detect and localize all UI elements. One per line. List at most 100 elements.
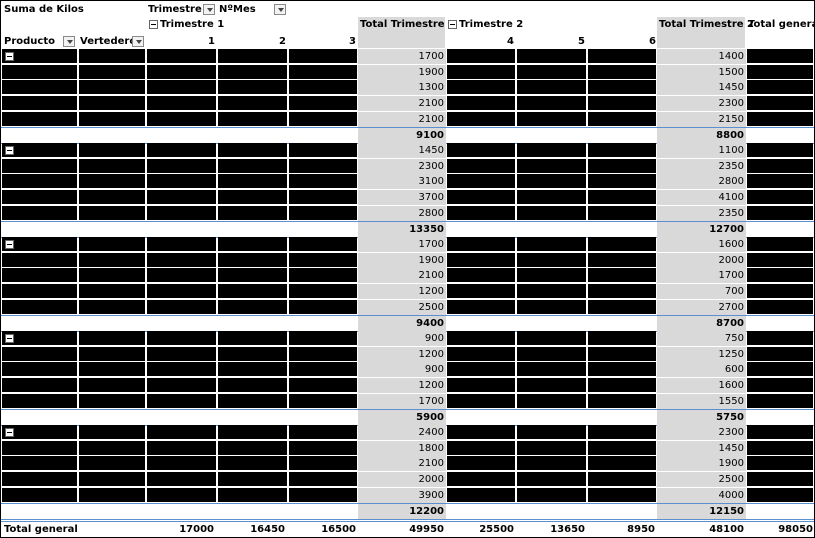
redacted-cell xyxy=(147,283,216,298)
total-q1-cell: 1700 xyxy=(358,49,446,64)
subtotal-row: 5900 5750 xyxy=(1,410,814,426)
total-q2-cell: 1450 xyxy=(657,440,746,456)
redacted-cell xyxy=(588,205,656,220)
redacted-cell xyxy=(2,299,77,314)
redacted-cell xyxy=(147,111,216,126)
nmes-filter-button[interactable] xyxy=(274,4,286,15)
redacted-cell xyxy=(747,471,813,486)
total-q2-header: Total Trimestre 2 xyxy=(659,19,754,30)
redacted-cell xyxy=(79,456,145,471)
redacted-cell xyxy=(147,189,216,204)
total-q2-cell: 2300 xyxy=(657,95,746,111)
redacted-cell xyxy=(447,393,515,408)
subtotal-divider xyxy=(1,315,814,317)
redacted-cell xyxy=(588,377,656,392)
redacted-cell xyxy=(2,487,77,502)
total-q1-cell: 1700 xyxy=(358,393,446,409)
subtotal-q1-cell: 9400 xyxy=(358,316,446,332)
redacted-cell xyxy=(289,237,357,251)
redacted-cell xyxy=(517,237,586,251)
subtotal-row: 9100 8800 xyxy=(1,128,814,144)
redacted-cell xyxy=(747,80,813,95)
vertedero-filter-button[interactable] xyxy=(132,36,144,47)
total-q1-cell: 1450 xyxy=(358,143,446,158)
redacted-cell xyxy=(588,158,656,173)
redacted-cell xyxy=(289,80,357,95)
table-row: 1800 1450 xyxy=(1,440,814,456)
total-q1-cell: 900 xyxy=(358,331,446,346)
collapse-group-icon[interactable] xyxy=(5,334,14,343)
redacted-cell xyxy=(447,487,515,502)
redacted-cell xyxy=(517,95,586,110)
redacted-cell xyxy=(447,189,515,204)
redacted-cell xyxy=(447,205,515,220)
redacted-cell xyxy=(2,268,77,283)
table-row: 2100 1900 xyxy=(1,456,814,472)
redacted-cell xyxy=(588,393,656,408)
redacted-cell xyxy=(2,237,77,251)
redacted-cell xyxy=(2,346,77,361)
total-q1-cell: 2000 xyxy=(358,471,446,487)
redacted-cell xyxy=(79,189,145,204)
redacted-cell xyxy=(447,111,515,126)
subtotal-q2-cell: 8700 xyxy=(657,316,746,332)
grand-total-cell: 49950 xyxy=(409,524,444,535)
redacted-cell xyxy=(289,49,357,63)
collapse-trimestre2-icon[interactable] xyxy=(448,20,457,29)
redacted-cell xyxy=(447,425,515,439)
redacted-cell xyxy=(447,471,515,486)
subtotal-divider xyxy=(1,127,814,129)
redacted-cell xyxy=(2,205,77,220)
redacted-cell xyxy=(218,80,287,95)
table-row: 3100 2800 xyxy=(1,174,814,190)
redacted-cell xyxy=(517,440,586,455)
month-header: 3 xyxy=(349,36,356,47)
table-row: 1700 1550 xyxy=(1,393,814,409)
redacted-cell xyxy=(147,143,216,157)
redacted-cell xyxy=(747,158,813,173)
total-q1-cell: 3900 xyxy=(358,487,446,503)
redacted-cell xyxy=(588,299,656,314)
redacted-cell xyxy=(147,377,216,392)
subtotal-q2-cell: 12150 xyxy=(657,504,746,520)
collapse-group-icon[interactable] xyxy=(5,146,14,155)
total-q2-cell: 700 xyxy=(657,283,746,299)
total-q1-cell: 2500 xyxy=(358,299,446,315)
redacted-cell xyxy=(447,80,515,95)
redacted-cell xyxy=(79,174,145,189)
redacted-cell xyxy=(147,95,216,110)
producto-filter-button[interactable] xyxy=(63,36,75,47)
table-row: 900 600 xyxy=(1,362,814,378)
redacted-cell xyxy=(289,158,357,173)
total-general-header: Total general xyxy=(748,19,815,30)
redacted-cell xyxy=(218,346,287,361)
redacted-cell xyxy=(289,95,357,110)
redacted-cell xyxy=(79,425,145,439)
redacted-cell xyxy=(289,299,357,314)
redacted-cell xyxy=(588,283,656,298)
collapse-group-icon[interactable] xyxy=(5,240,14,249)
total-q2-cell: 1450 xyxy=(657,80,746,96)
total-q1-cell: 1200 xyxy=(358,377,446,393)
total-q2-cell: 2350 xyxy=(657,158,746,174)
redacted-cell xyxy=(517,143,586,157)
total-q1-header-bg xyxy=(358,17,445,48)
trimestre-filter-button[interactable] xyxy=(203,4,215,15)
collapse-group-icon[interactable] xyxy=(5,52,14,61)
redacted-cell xyxy=(218,331,287,345)
redacted-cell xyxy=(289,362,357,377)
total-q1-cell: 1200 xyxy=(358,346,446,362)
total-q2-cell: 750 xyxy=(657,331,746,346)
redacted-cell xyxy=(747,425,813,439)
total-q1-cell: 1300 xyxy=(358,80,446,96)
total-q2-cell: 2700 xyxy=(657,299,746,315)
redacted-cell xyxy=(588,331,656,345)
redacted-cell xyxy=(447,64,515,79)
collapse-trimestre1-icon[interactable] xyxy=(149,20,158,29)
total-q1-cell: 2800 xyxy=(358,205,446,221)
total-q2-cell: 1500 xyxy=(657,64,746,80)
redacted-cell xyxy=(289,440,357,455)
collapse-group-icon[interactable] xyxy=(5,428,14,437)
redacted-cell xyxy=(147,393,216,408)
grand-total-cell: 16450 xyxy=(250,524,285,535)
